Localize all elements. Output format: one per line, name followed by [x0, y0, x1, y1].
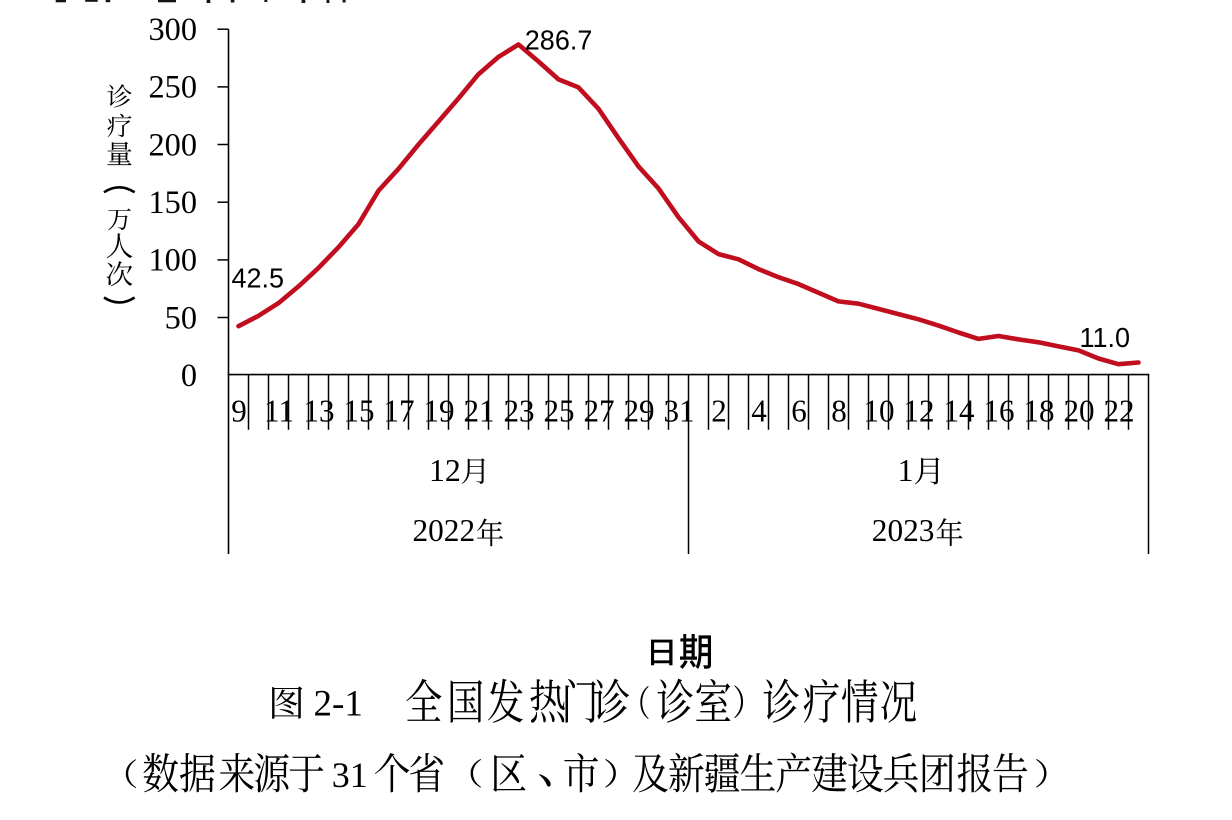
svg-text:16: 16	[983, 393, 1014, 429]
svg-text:8: 8	[831, 393, 847, 429]
svg-text:13: 13	[303, 393, 334, 429]
svg-text:10: 10	[863, 393, 894, 429]
svg-text:11.0: 11.0	[1080, 322, 1131, 354]
svg-text:4: 4	[751, 393, 767, 429]
svg-text:14: 14	[943, 393, 974, 429]
svg-text:150: 150	[149, 185, 197, 221]
svg-text:250: 250	[149, 69, 197, 105]
svg-text:11: 11	[264, 393, 294, 429]
svg-text:18: 18	[1023, 393, 1054, 429]
svg-text:17: 17	[383, 393, 414, 429]
svg-text:29: 29	[623, 393, 654, 429]
svg-text:1: 1	[898, 453, 914, 488]
svg-text:0: 0	[181, 358, 197, 394]
svg-text:200: 200	[149, 127, 197, 163]
svg-text:21: 21	[463, 393, 494, 429]
svg-text:31: 31	[332, 755, 368, 795]
svg-text:25: 25	[543, 393, 574, 429]
svg-text:9: 9	[231, 393, 247, 429]
svg-text:23: 23	[503, 393, 534, 429]
svg-text:22: 22	[1103, 393, 1134, 429]
svg-text:2-1: 2-1	[314, 683, 363, 724]
svg-text:2: 2	[711, 393, 727, 429]
svg-text:27: 27	[583, 393, 614, 429]
svg-text:2022: 2022	[413, 513, 476, 548]
svg-text:50: 50	[165, 300, 197, 336]
svg-text:31: 31	[663, 393, 694, 429]
svg-text:15: 15	[343, 393, 374, 429]
svg-text:12: 12	[903, 393, 934, 429]
svg-text:19: 19	[423, 393, 454, 429]
svg-text:100: 100	[149, 242, 197, 278]
svg-text:286.7: 286.7	[525, 24, 593, 56]
svg-text:42.5: 42.5	[232, 262, 285, 294]
svg-text:12: 12	[429, 453, 461, 488]
svg-text:20: 20	[1063, 393, 1094, 429]
svg-text:2023: 2023	[872, 513, 935, 548]
svg-text:300: 300	[149, 12, 197, 48]
svg-text:6: 6	[791, 393, 807, 429]
